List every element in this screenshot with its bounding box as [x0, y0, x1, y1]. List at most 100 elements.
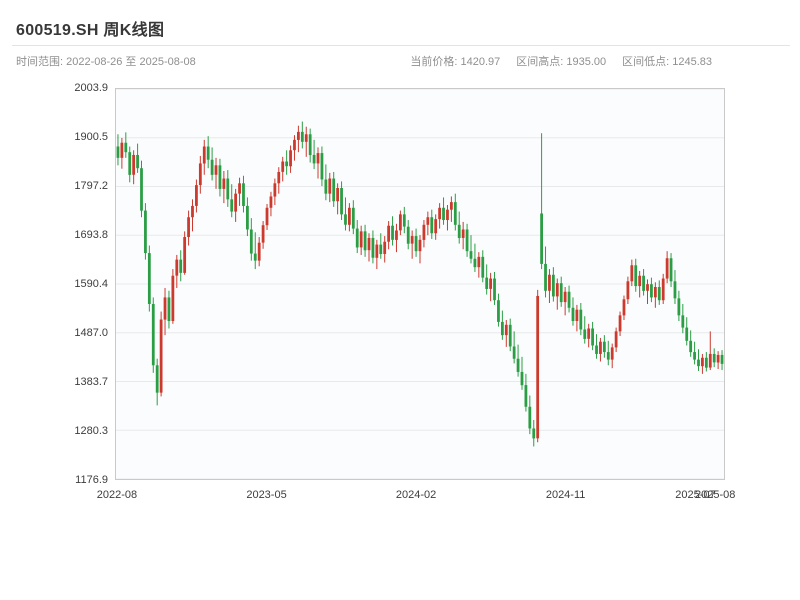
- candle-body: [387, 225, 391, 242]
- candle-body: [383, 241, 387, 254]
- candle-body: [336, 187, 340, 202]
- candle-body: [642, 275, 645, 291]
- y-axis-tick-label: 1797.2: [74, 179, 108, 192]
- candle-body: [442, 207, 445, 221]
- candle-body: [359, 231, 363, 248]
- candle-body: [422, 224, 426, 240]
- candle-body: [481, 256, 485, 278]
- candle-body: [555, 283, 559, 297]
- candle-body: [634, 265, 638, 287]
- candle-body: [304, 134, 308, 142]
- candle-body: [500, 321, 504, 336]
- candle-body: [398, 214, 402, 231]
- candle-body: [136, 154, 139, 169]
- candle-body: [324, 179, 328, 194]
- candle-body: [685, 327, 689, 341]
- x-axis: 2022-08 2023-05 2024-02 2024-11 2025-07 2025-…: [97, 486, 736, 502]
- candle-body: [289, 150, 292, 167]
- candle-body: [716, 354, 720, 363]
- candle-body: [285, 161, 289, 167]
- candle-body: [234, 193, 238, 212]
- candle-body: [355, 228, 359, 248]
- candle-body: [163, 297, 167, 320]
- range-low-label: 区间低点: 1245.83: [622, 56, 712, 68]
- candle-body: [167, 297, 171, 322]
- x-axis-tick-label: 2024-02: [395, 489, 437, 501]
- candle-body: [465, 229, 469, 252]
- candle-body: [677, 298, 681, 316]
- candle-body: [175, 259, 179, 276]
- x-axis-tick-label: 2024-11: [545, 489, 586, 501]
- candle-body: [701, 357, 704, 367]
- candle-body: [332, 178, 336, 202]
- candle-body: [661, 278, 665, 301]
- candle-body: [124, 142, 128, 153]
- candle-body: [171, 275, 175, 322]
- candle-body: [657, 286, 661, 301]
- candle-body: [610, 347, 614, 360]
- page-title: 600519.SH 周K线图: [16, 22, 165, 39]
- candle-body: [347, 207, 351, 225]
- range-high-label: 区间高点: 1935.00: [516, 56, 607, 68]
- candle-body: [697, 359, 700, 367]
- candle-body: [536, 295, 540, 439]
- candle-body: [312, 154, 316, 164]
- candle-body: [512, 346, 516, 359]
- candle-body: [630, 265, 634, 282]
- candle-body: [187, 217, 190, 238]
- candle-body: [328, 178, 332, 194]
- candle-body: [281, 161, 285, 172]
- candle-body: [434, 219, 438, 234]
- candle-body: [646, 284, 649, 291]
- y-axis-tick-label: 1280.3: [74, 424, 108, 437]
- candle-body: [144, 210, 147, 254]
- candle-body: [375, 244, 379, 258]
- candle-body: [438, 207, 442, 220]
- candle-body: [210, 159, 214, 175]
- candle-body: [265, 207, 269, 226]
- candle-body: [351, 207, 355, 229]
- candle-body: [371, 237, 375, 258]
- candle-body: [218, 165, 222, 189]
- x-axis-tick-label: 2025-08: [694, 489, 736, 501]
- candles-svg: [116, 88, 724, 480]
- time-range-label: 时间范围: 2022-08-26 至 2025-08-08: [16, 56, 196, 68]
- y-axis-tick-label: 1900.5: [74, 131, 108, 143]
- candle-body: [689, 340, 693, 353]
- candle-body: [528, 406, 532, 429]
- candle-body: [665, 258, 669, 279]
- candle-body: [128, 152, 132, 175]
- candle-body: [669, 258, 673, 282]
- candle-body: [693, 352, 696, 360]
- candle-body: [414, 236, 418, 252]
- candle-body: [179, 259, 183, 273]
- candle-body: [344, 214, 347, 225]
- candle-body: [563, 291, 567, 303]
- candle-body: [316, 153, 320, 164]
- candle-body: [477, 256, 481, 268]
- candle-body: [293, 139, 296, 151]
- candle-body: [406, 226, 410, 244]
- candle-body: [548, 274, 551, 291]
- candle-body: [457, 224, 461, 239]
- candle-body: [524, 385, 528, 407]
- candle-body: [587, 328, 591, 339]
- y-axis-tick-label: 1693.8: [74, 228, 108, 241]
- candle-body: [704, 357, 708, 368]
- candle-body: [183, 237, 187, 273]
- candle-body: [567, 291, 571, 308]
- y-axis-tick-label: 1590.4: [74, 278, 108, 290]
- candle-body: [485, 277, 489, 289]
- candle-body: [116, 146, 120, 158]
- candle-body: [202, 146, 206, 164]
- candle-body: [532, 428, 536, 439]
- candle-body: [626, 281, 630, 300]
- candle-body: [469, 251, 473, 259]
- candle-body: [418, 239, 422, 252]
- candle-body: [504, 324, 508, 336]
- candle-body: [583, 329, 587, 339]
- candle-body: [410, 236, 414, 244]
- candle-body: [520, 371, 524, 386]
- candle-body: [461, 229, 465, 238]
- y-axis-tick-label: 1487.0: [74, 327, 108, 339]
